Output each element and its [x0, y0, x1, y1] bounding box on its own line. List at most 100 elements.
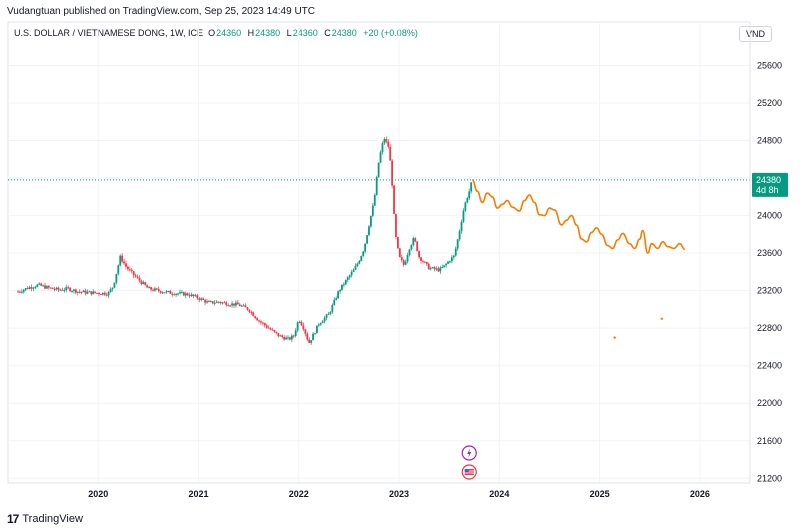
countdown-label: 4d 8h	[756, 185, 779, 195]
candle-body	[36, 284, 39, 287]
candle-body	[92, 291, 95, 295]
candle-body	[130, 269, 133, 272]
candle-body	[458, 231, 461, 240]
candle-body	[115, 273, 118, 283]
candle-body	[418, 251, 421, 258]
candle-body	[44, 285, 46, 289]
candle-body	[433, 267, 436, 270]
candle-body	[100, 294, 102, 296]
candle-body	[163, 292, 166, 294]
candle-body	[51, 287, 54, 289]
candle-body	[90, 291, 93, 295]
candle-body	[161, 292, 164, 294]
candle-body	[196, 295, 199, 299]
candle-body	[341, 284, 343, 290]
candle-body	[404, 261, 407, 265]
candle-body	[186, 293, 189, 296]
candle-body	[134, 275, 137, 277]
candle-body	[84, 290, 87, 294]
candle-body	[236, 302, 239, 305]
candle-body	[177, 293, 179, 295]
candle-body	[462, 210, 465, 222]
candle-body	[148, 287, 151, 289]
footer: 17 TradingView	[7, 512, 83, 526]
candle-body	[277, 332, 280, 337]
x-tick-label: 2021	[188, 489, 208, 499]
lightning-icon	[461, 445, 477, 461]
candle-body	[316, 325, 318, 334]
candle-body	[211, 301, 214, 304]
candle-body	[427, 263, 430, 270]
candle-body	[387, 141, 390, 147]
high-label: H	[247, 28, 255, 38]
candle-body	[416, 241, 419, 252]
candle-body	[138, 277, 141, 281]
candle-body	[329, 311, 332, 314]
candle-body	[30, 287, 33, 289]
candle-body	[279, 335, 282, 337]
y-tick-label: 24800	[757, 136, 782, 146]
symbol-name[interactable]: U.S. DOLLAR / VIETNAMESE DONG, 1W, ICE	[14, 28, 204, 38]
candle-body	[19, 291, 21, 293]
candle-body	[235, 302, 237, 306]
candle-body	[17, 291, 19, 293]
candle-body	[202, 298, 205, 300]
candle-body	[113, 282, 116, 288]
candle-body	[152, 289, 154, 291]
tradingview-brand[interactable]: TradingView	[22, 513, 83, 525]
candle-body	[385, 139, 388, 142]
x-tick-label: 2024	[489, 489, 509, 499]
low-label: L	[286, 28, 292, 38]
candle-body	[452, 255, 455, 258]
candle-body	[146, 285, 149, 288]
candle-body	[194, 295, 197, 297]
candle-body	[254, 316, 257, 319]
candle-body	[61, 289, 64, 291]
candle-body	[337, 291, 340, 299]
candle-body	[454, 248, 457, 256]
candle-body	[188, 295, 191, 297]
tradingview-logo-icon[interactable]: 17	[7, 512, 19, 526]
candle-body	[406, 254, 409, 262]
candle-body	[246, 307, 249, 310]
x-tick-label: 2026	[690, 489, 710, 499]
y-tick-label: 22400	[757, 361, 782, 371]
close-label: C	[324, 28, 331, 38]
y-tick-label: 21600	[757, 436, 782, 446]
candle-body	[82, 290, 85, 293]
candle-body	[67, 287, 70, 289]
candle-body	[219, 302, 222, 304]
candle-body	[208, 301, 210, 303]
candle-body	[383, 139, 386, 144]
candle-body	[263, 323, 266, 326]
candle-body	[20, 291, 23, 293]
candle-body	[267, 327, 270, 329]
event-markers	[461, 445, 477, 480]
candle-body	[109, 289, 112, 292]
candle-body	[76, 291, 79, 293]
candle-body	[28, 287, 31, 289]
currency-button[interactable]: VND	[738, 26, 772, 42]
candle-body	[435, 268, 438, 270]
candle-body	[358, 261, 361, 264]
candle-body	[22, 289, 25, 292]
candle-body	[128, 269, 131, 271]
candle-body	[408, 249, 411, 255]
candle-body	[173, 294, 176, 296]
low-value: 24360	[292, 28, 318, 38]
candle-body	[231, 303, 233, 306]
us-flag-icon-canton	[464, 469, 469, 472]
candle-body	[169, 291, 172, 294]
candle-body	[53, 288, 56, 290]
candle-body	[283, 336, 286, 340]
candle-body	[314, 333, 316, 335]
candle-body	[371, 205, 374, 216]
candle-body	[375, 177, 378, 196]
candle-body	[42, 285, 44, 287]
candle-body	[294, 330, 297, 337]
candle-body	[398, 248, 401, 258]
candle-body	[304, 329, 307, 334]
candle-body	[59, 289, 62, 291]
candle-body	[142, 282, 145, 284]
